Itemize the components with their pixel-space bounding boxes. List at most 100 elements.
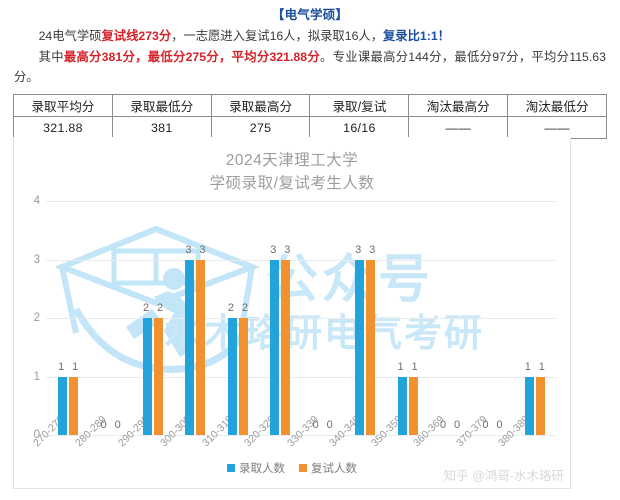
bar-value-label: 1 bbox=[72, 360, 79, 373]
chart-title-line-1: 2024天津理工大学 bbox=[225, 152, 359, 169]
table-cell: 275 bbox=[210, 116, 311, 139]
bar-value-label: 1 bbox=[58, 360, 65, 373]
para1-mid-text: ，一志愿进入复试16人，拟录取16人， bbox=[171, 29, 383, 43]
chart-title: 2024天津理工大学 学硕录取/复试考生人数 bbox=[14, 137, 570, 195]
bar-value-label: 2 bbox=[142, 302, 150, 314]
bar-interviewed[interactable] bbox=[69, 376, 79, 435]
bar-interviewed[interactable] bbox=[408, 376, 418, 435]
stats-table: 录取平均分 录取最低分 录取最高分 录取/复试 淘汰最高分 淘汰最低分 321.… bbox=[13, 94, 607, 139]
table-cell: 381 bbox=[111, 116, 212, 139]
chart-legend: 录取人数 复试人数 bbox=[14, 460, 570, 476]
stats-table-wrapper: 录取平均分 录取最低分 录取最高分 录取/复试 淘汰最高分 淘汰最低分 321.… bbox=[0, 94, 620, 139]
table-header-cell: 淘汰最高分 bbox=[408, 94, 509, 117]
bar-interviewed[interactable] bbox=[366, 259, 376, 435]
table-header-row: 录取平均分 录取最低分 录取最高分 录取/复试 淘汰最高分 淘汰最低分 bbox=[13, 94, 607, 117]
bar-interviewed[interactable] bbox=[535, 376, 545, 435]
bar-value-label: 3 bbox=[355, 243, 362, 256]
table-header-cell: 录取最高分 bbox=[210, 94, 311, 117]
para1-cutoff-score: 复试线273分 bbox=[101, 29, 172, 43]
bar-admitted[interactable] bbox=[58, 376, 68, 435]
bar-admitted[interactable] bbox=[227, 318, 237, 435]
summary-paragraph-2: 其中最高分381分，最低分275分，平均分321.88分。专业课最高分144分，… bbox=[0, 47, 620, 87]
gridline bbox=[46, 435, 556, 436]
para2-mid-text: 。专业课最高分144分，最低分97分，平均分115.63分。 bbox=[14, 50, 606, 84]
bar-value-label: 0 bbox=[439, 419, 447, 431]
para2-pre-text: 其中 bbox=[38, 50, 64, 64]
table-header-cell: 录取平均分 bbox=[13, 94, 113, 117]
bar-value-label: 0 bbox=[496, 419, 503, 431]
bar-value-label: 3 bbox=[284, 243, 291, 256]
bar-value-label: 1 bbox=[524, 360, 531, 373]
bar-value-label: 1 bbox=[538, 360, 545, 373]
table-cell: 16/16 bbox=[309, 116, 410, 139]
bar-admitted[interactable] bbox=[143, 318, 153, 435]
bar-value-label: 0 bbox=[100, 419, 107, 431]
gridline bbox=[46, 376, 556, 378]
para2-score-stats: 最高分381分，最低分275分，平均分321.88分 bbox=[63, 50, 321, 64]
bar-value-label: 3 bbox=[369, 243, 376, 256]
legend-swatch-icon bbox=[227, 464, 235, 472]
table-header-cell: 录取/复试 bbox=[309, 94, 410, 117]
bar-admitted[interactable] bbox=[524, 376, 534, 435]
bar-value-label: 0 bbox=[114, 419, 121, 431]
y-axis-tick-label: 0 bbox=[33, 429, 40, 441]
para1-pre-text: 24电气学硕 bbox=[38, 29, 102, 43]
legend-item[interactable]: 复试人数 bbox=[299, 460, 357, 476]
chart-panel: 2024天津理工大学 学硕录取/复试考生人数 bbox=[13, 137, 571, 489]
table-header-cell: 淘汰最低分 bbox=[507, 94, 607, 117]
legend-label: 录取人数 bbox=[239, 463, 285, 475]
bar-value-label: 0 bbox=[453, 419, 461, 431]
bar-value-label: 2 bbox=[241, 302, 248, 314]
table-cell: 321.88 bbox=[13, 116, 113, 139]
bar-interviewed[interactable] bbox=[281, 259, 291, 435]
bar-value-label: 0 bbox=[482, 419, 489, 431]
gridline bbox=[46, 259, 556, 261]
bar-admitted[interactable] bbox=[185, 259, 195, 435]
gridline bbox=[46, 201, 556, 202]
legend-label: 复试人数 bbox=[311, 463, 357, 475]
chart-title-line-2: 学硕录取/复试考生人数 bbox=[209, 175, 375, 192]
bar-interviewed[interactable] bbox=[196, 259, 206, 435]
summary-paragraph-1: 24电气学硕复试线273分，一志愿进入复试16人，拟录取16人，复录比1:1！ bbox=[0, 26, 620, 46]
legend-swatch-icon bbox=[299, 464, 307, 472]
y-axis-tick-label: 3 bbox=[33, 253, 40, 266]
para1-ratio: 复录比1:1！ bbox=[383, 29, 450, 43]
bar-admitted[interactable] bbox=[355, 259, 365, 435]
bar-admitted[interactable] bbox=[270, 259, 280, 435]
bar-value-label: 2 bbox=[156, 302, 164, 314]
bar-interviewed[interactable] bbox=[238, 318, 248, 435]
table-header-cell: 录取最低分 bbox=[111, 94, 212, 117]
bar-value-label: 0 bbox=[326, 419, 333, 431]
table-row: 321.88 381 275 16/16 —— —— bbox=[13, 116, 607, 139]
legend-item[interactable]: 录取人数 bbox=[227, 460, 285, 476]
bar-admitted[interactable] bbox=[397, 376, 407, 435]
bar-value-label: 1 bbox=[411, 360, 418, 373]
bar-value-label: 1 bbox=[397, 360, 404, 373]
table-cell: —— bbox=[507, 116, 607, 139]
bar-interviewed[interactable] bbox=[154, 318, 164, 435]
